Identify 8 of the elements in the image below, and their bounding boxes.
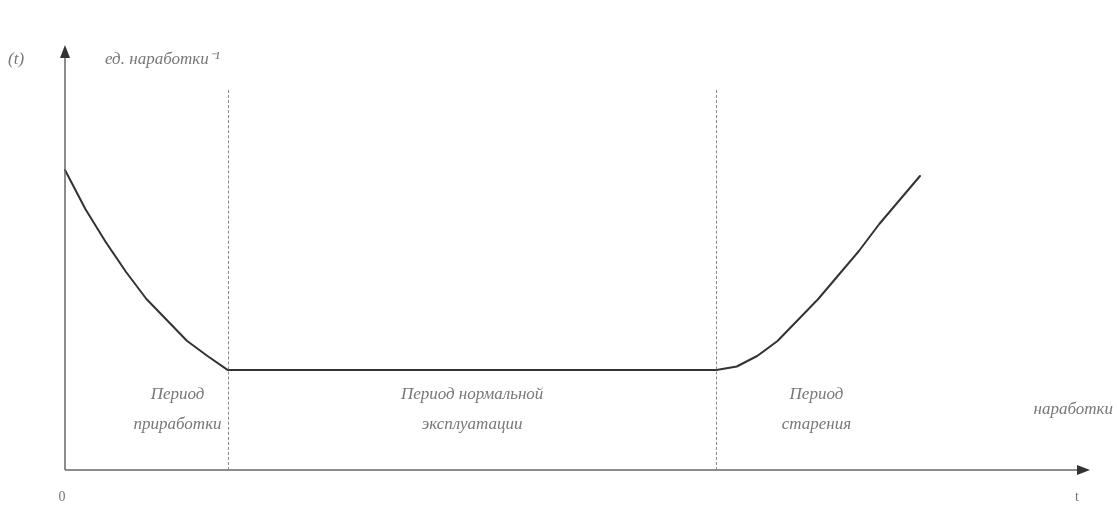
text: наработки	[1033, 399, 1113, 419]
text: t	[1075, 488, 1080, 504]
annotation: Период нормальной эксплуатации	[399, 384, 544, 434]
text: (t)	[8, 49, 25, 69]
annotation: Период старения	[781, 384, 852, 434]
text: 0	[58, 488, 66, 504]
text: ед. наработки⁻¹	[105, 49, 220, 69]
annotation: Период приработки	[133, 384, 222, 434]
